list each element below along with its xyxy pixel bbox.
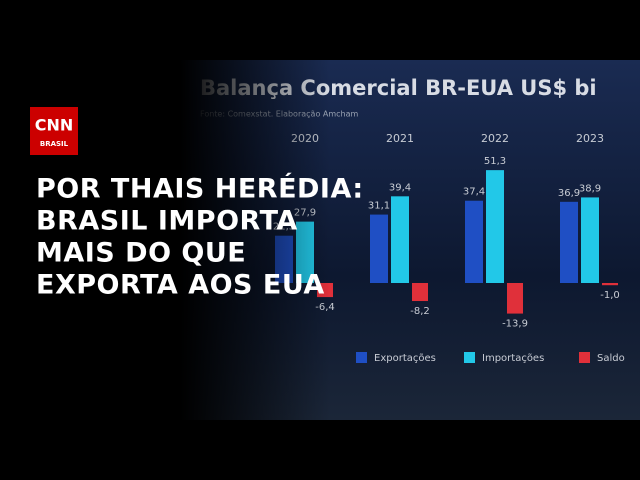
logo-region: BRASIL — [40, 140, 69, 148]
value-label: 31,1 — [368, 201, 390, 212]
x-tick-label: 2021 — [386, 132, 414, 145]
value-label: -8,2 — [410, 306, 430, 317]
headline-line: POR THAIS HERÉDIA: — [36, 173, 364, 205]
legend-label: Exportações — [374, 353, 436, 364]
bar — [391, 196, 409, 283]
x-tick-label: 2023 — [576, 132, 604, 145]
bar — [370, 214, 388, 283]
fade-overlay — [180, 60, 330, 420]
value-label: -1,0 — [600, 290, 620, 301]
bar — [602, 283, 618, 286]
value-label: 36,9 — [558, 188, 580, 199]
logo-box — [30, 107, 78, 155]
value-label: 38,9 — [579, 183, 601, 194]
bar — [486, 170, 504, 283]
legend-label: Importações — [482, 353, 544, 364]
legend-swatch — [356, 352, 367, 363]
headline-line: EXPORTA AOS EUA — [36, 270, 325, 301]
x-tick-label: 2022 — [481, 132, 509, 145]
headline-line: MAIS DO QUE — [36, 238, 246, 269]
value-label: 51,3 — [484, 156, 506, 167]
logo-text: CNN — [35, 116, 74, 135]
bar — [412, 283, 428, 302]
legend-label: Saldo — [597, 353, 625, 364]
legend-swatch — [464, 352, 475, 363]
value-label: -13,9 — [502, 319, 528, 330]
bar — [465, 200, 483, 283]
bar — [581, 197, 599, 283]
value-label: 39,4 — [389, 182, 411, 193]
bar — [560, 201, 578, 283]
value-label: 37,4 — [463, 187, 485, 198]
legend-swatch — [579, 352, 590, 363]
headline-line: BRASIL IMPORTA — [36, 206, 298, 237]
bar — [507, 283, 523, 314]
